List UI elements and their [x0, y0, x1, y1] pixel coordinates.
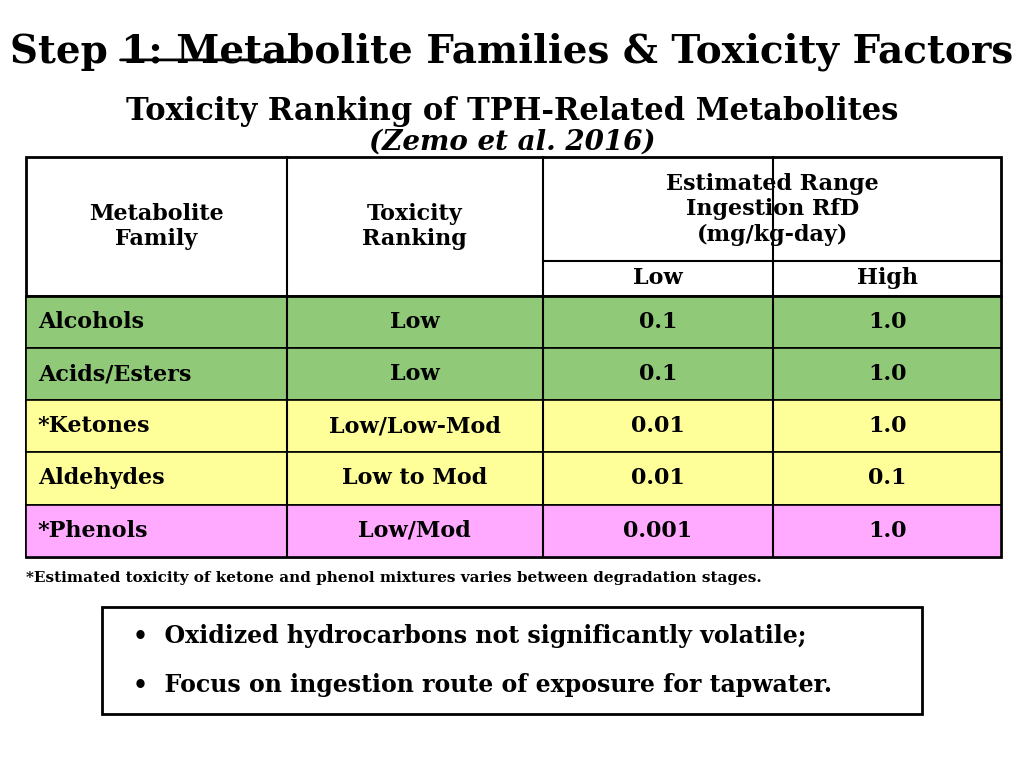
Text: Low/Mod: Low/Mod — [358, 520, 471, 541]
Text: Alcohols: Alcohols — [38, 311, 144, 333]
Text: *Phenols: *Phenols — [38, 520, 148, 541]
Bar — [543, 296, 773, 348]
Text: Metabolite
Family: Metabolite Family — [89, 203, 223, 250]
Text: Toxicity
Ranking: Toxicity Ranking — [362, 203, 467, 250]
Text: Acids/Esters: Acids/Esters — [38, 363, 191, 385]
Text: Low/Low-Mod: Low/Low-Mod — [329, 415, 501, 437]
Bar — [287, 452, 543, 505]
Text: 0.01: 0.01 — [631, 415, 685, 437]
Bar — [26, 400, 287, 452]
Bar — [287, 400, 543, 452]
Text: Low: Low — [633, 267, 683, 290]
Text: Aldehydes: Aldehydes — [38, 468, 165, 489]
Bar — [26, 296, 287, 348]
Bar — [543, 400, 773, 452]
Text: High: High — [857, 267, 918, 290]
Bar — [26, 157, 1001, 296]
Text: 0.1: 0.1 — [868, 468, 906, 489]
Bar — [287, 296, 543, 348]
Bar — [543, 505, 773, 557]
Text: Low to Mod: Low to Mod — [342, 468, 487, 489]
Bar — [543, 452, 773, 505]
Text: 1.0: 1.0 — [868, 415, 906, 437]
Text: *Ketones: *Ketones — [38, 415, 151, 437]
Text: (Zemo et al. 2016): (Zemo et al. 2016) — [369, 128, 655, 155]
Text: Low: Low — [390, 363, 439, 385]
Bar — [287, 505, 543, 557]
Text: Estimated Range
Ingestion RfD
(mg/kg-day): Estimated Range Ingestion RfD (mg/kg-day… — [666, 173, 879, 246]
Text: 1.0: 1.0 — [868, 520, 906, 541]
Bar — [26, 348, 287, 400]
Text: *Estimated toxicity of ketone and phenol mixtures varies between degradation sta: *Estimated toxicity of ketone and phenol… — [26, 571, 762, 584]
Text: 0.1: 0.1 — [639, 311, 677, 333]
Text: Low: Low — [390, 311, 439, 333]
Text: 0.001: 0.001 — [624, 520, 692, 541]
Bar — [773, 400, 1001, 452]
Bar — [102, 607, 922, 714]
Bar — [287, 348, 543, 400]
Bar — [543, 348, 773, 400]
Bar — [773, 505, 1001, 557]
Bar — [773, 296, 1001, 348]
Text: Toxicity Ranking of TPH-Related Metabolites: Toxicity Ranking of TPH-Related Metaboli… — [126, 96, 898, 127]
Bar — [26, 505, 287, 557]
Bar — [26, 452, 287, 505]
Text: 0.01: 0.01 — [631, 468, 685, 489]
Text: •  Focus on ingestion route of exposure for tapwater.: • Focus on ingestion route of exposure f… — [133, 674, 833, 697]
Text: 1.0: 1.0 — [868, 363, 906, 385]
Text: 0.1: 0.1 — [639, 363, 677, 385]
Bar — [773, 452, 1001, 505]
Text: •  Oxidized hydrocarbons not significantly volatile;: • Oxidized hydrocarbons not significantl… — [133, 624, 807, 647]
Text: 1.0: 1.0 — [868, 311, 906, 333]
Bar — [773, 348, 1001, 400]
Bar — [26, 157, 1001, 557]
Text: Step 1: Metabolite Families & Toxicity Factors: Step 1: Metabolite Families & Toxicity F… — [10, 32, 1014, 71]
